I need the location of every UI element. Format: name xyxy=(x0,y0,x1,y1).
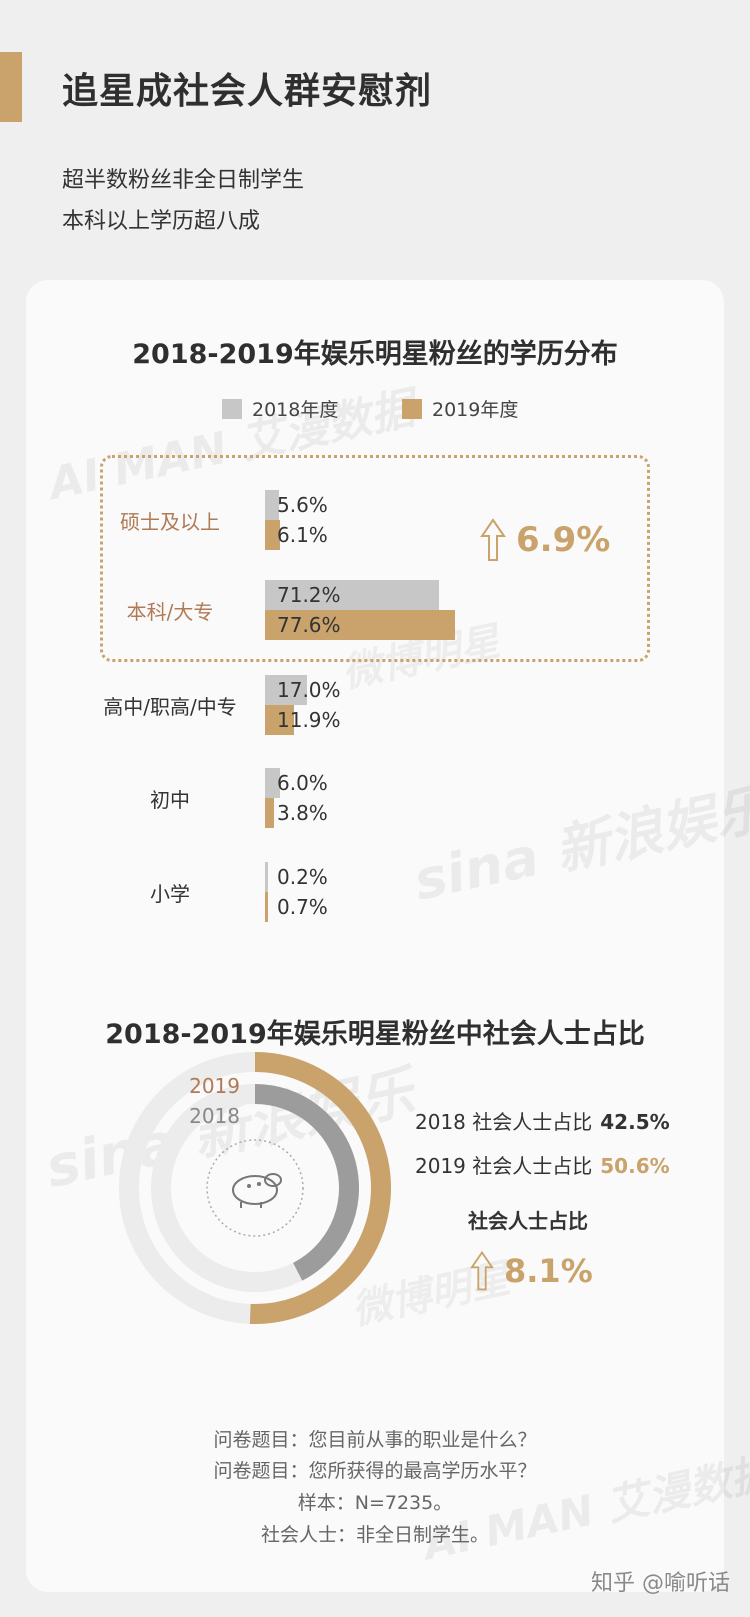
social-increase: 8.1% xyxy=(470,1250,593,1292)
legend-label-2019: 2019年度 xyxy=(432,399,519,421)
stat-2018-value: 42.5% xyxy=(600,1110,670,1134)
legend-item-2018: 2018年度 xyxy=(222,395,338,422)
education-legend: 2018年度 2019年度 xyxy=(0,395,750,425)
footnote-question-1: 问卷题目：您目前从事的职业是什么？ xyxy=(213,1429,537,1451)
bar-value-label: 71.2% xyxy=(277,583,341,607)
bar-value-label: 77.6% xyxy=(277,613,341,637)
bar-2018 xyxy=(265,580,440,610)
social-increase-title: 社会人士占比 xyxy=(468,1209,588,1233)
bar-value-label: 17.0% xyxy=(277,678,341,702)
subtitle-line-1: 超半数粉丝非全日制学生 xyxy=(62,168,305,193)
bar-value-label: 5.6% xyxy=(277,493,328,517)
title-accent-bar xyxy=(0,52,22,122)
up-arrow-icon xyxy=(480,518,506,561)
page-title: 追星成社会人群安慰剂 xyxy=(62,71,433,112)
stat-2019-label: 2019 社会人士占比 xyxy=(415,1154,593,1178)
highlight-box xyxy=(100,455,650,662)
bar-value-label: 11.9% xyxy=(277,708,341,732)
source-credit: 知乎 @喻听话 xyxy=(591,1571,730,1596)
bar-2018 xyxy=(265,490,279,520)
bar-value-label: 6.0% xyxy=(277,771,328,795)
category-label: 本科/大专 xyxy=(126,600,214,624)
footnote-question-2: 问卷题目：您所获得的最高学历水平？ xyxy=(213,1460,537,1482)
legend-swatch-2019 xyxy=(402,398,422,419)
bar-2019 xyxy=(265,892,268,922)
ring-label-2018: 2018 xyxy=(189,1104,240,1128)
stat-2018: 2018 社会人士占比 42.5% xyxy=(415,1106,670,1135)
education-increase: 6.9% xyxy=(480,518,610,562)
ring-label-2019: 2019 xyxy=(189,1074,240,1098)
chart-card xyxy=(26,280,724,1592)
education-chart-title: 2018-2019年娱乐明星粉丝的学历分布 xyxy=(132,339,618,370)
bar-2019 xyxy=(265,610,456,640)
bar-2018 xyxy=(265,675,307,705)
bar-value-label: 0.2% xyxy=(277,865,328,889)
category-label: 初中 xyxy=(150,788,190,812)
footnote-definition: 社会人士：非全日制学生。 xyxy=(260,1524,489,1546)
legend-swatch-2018 xyxy=(222,398,242,419)
bar-2018 xyxy=(265,768,280,798)
stat-2019: 2019 社会人士占比 50.6% xyxy=(415,1150,670,1179)
legend-label-2018: 2018年度 xyxy=(252,399,339,421)
stat-2018-label: 2018 社会人士占比 xyxy=(415,1110,593,1134)
bar-2019 xyxy=(265,520,280,550)
bar-2019 xyxy=(265,798,275,828)
social-chart-title: 2018-2019年娱乐明星粉丝中社会人士占比 xyxy=(105,1019,645,1050)
category-label: 小学 xyxy=(150,882,190,906)
up-arrow-icon xyxy=(470,1250,494,1291)
footnote-sample: 样本：N=7235。 xyxy=(297,1492,453,1514)
bar-value-label: 3.8% xyxy=(277,801,328,825)
subtitle-line-2: 本科以上学历超八成 xyxy=(62,209,261,234)
legend-item-2019: 2019年度 xyxy=(402,395,518,422)
bar-value-label: 6.1% xyxy=(277,523,328,547)
social-increase-value: 8.1% xyxy=(504,1252,593,1290)
bar-2019 xyxy=(265,705,295,735)
bar-2018 xyxy=(265,862,268,892)
category-label: 硕士及以上 xyxy=(120,510,220,534)
education-increase-value: 6.9% xyxy=(516,520,611,560)
category-label: 高中/职高/中专 xyxy=(103,695,237,719)
stat-2019-value: 50.6% xyxy=(600,1154,670,1178)
bar-value-label: 0.7% xyxy=(277,895,328,919)
